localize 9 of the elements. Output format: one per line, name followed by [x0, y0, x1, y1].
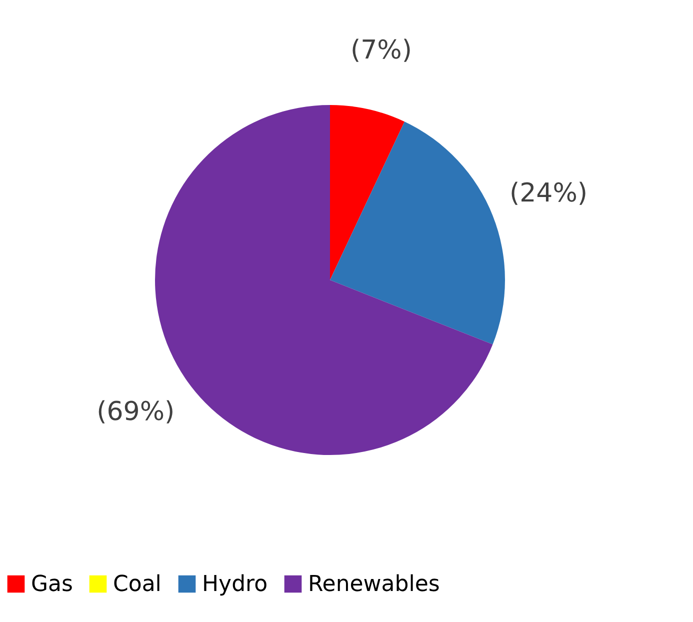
legend-label: Gas [31, 572, 73, 597]
legend-label: Hydro [202, 572, 268, 597]
data-label: (7%) [350, 36, 412, 66]
data-label: (24%) [509, 178, 588, 208]
legend-label: Renewables [308, 572, 440, 597]
data-label: (69%) [96, 397, 175, 428]
pie-slice [330, 105, 405, 280]
pie-slice [330, 122, 505, 344]
legend-label: Coal [113, 572, 162, 597]
